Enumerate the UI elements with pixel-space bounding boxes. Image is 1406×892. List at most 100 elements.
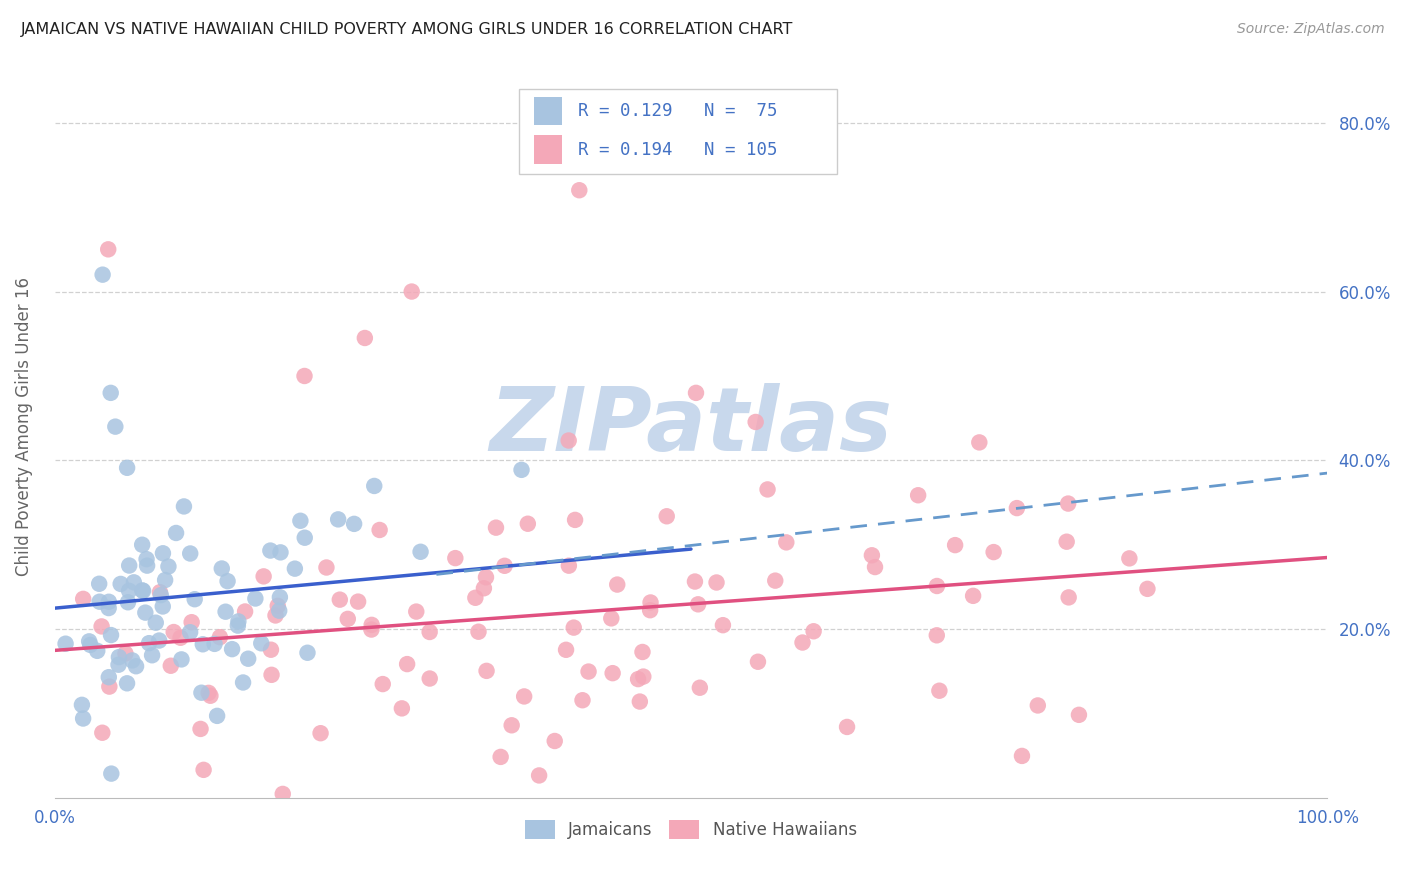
Point — [628, 695, 651, 709]
Point — [558, 558, 581, 573]
FancyBboxPatch shape — [534, 96, 562, 125]
Point — [180, 615, 202, 630]
FancyBboxPatch shape — [519, 88, 838, 174]
Point — [371, 677, 394, 691]
Point — [744, 415, 766, 429]
Point — [267, 599, 290, 613]
Point — [108, 650, 131, 665]
Point — [391, 701, 413, 715]
Point — [683, 574, 706, 589]
Point — [633, 669, 655, 683]
Point — [472, 581, 495, 595]
Point — [328, 512, 350, 526]
Point — [250, 636, 273, 650]
Point — [191, 637, 214, 651]
Point — [510, 463, 533, 477]
Point — [513, 690, 536, 704]
Point — [1026, 698, 1049, 713]
Point — [860, 549, 883, 563]
Point — [655, 509, 678, 524]
Point — [77, 634, 100, 648]
Point — [214, 605, 236, 619]
Text: JAMAICAN VS NATIVE HAWAIIAN CHILD POVERTY AMONG GIRLS UNDER 16 CORRELATION CHART: JAMAICAN VS NATIVE HAWAIIAN CHILD POVERT… — [21, 22, 793, 37]
FancyBboxPatch shape — [534, 136, 562, 163]
Point — [114, 647, 136, 661]
Point — [131, 538, 153, 552]
Point — [343, 516, 366, 531]
Text: Source: ZipAtlas.com: Source: ZipAtlas.com — [1237, 22, 1385, 37]
Point — [163, 625, 186, 640]
Point — [315, 560, 337, 574]
Point — [640, 595, 662, 609]
Point — [360, 623, 382, 637]
Point — [149, 585, 172, 599]
Point — [211, 561, 233, 575]
Point — [233, 605, 256, 619]
Point — [148, 633, 170, 648]
Point — [134, 606, 156, 620]
Point — [928, 683, 950, 698]
Point — [165, 526, 187, 541]
Point — [347, 594, 370, 608]
Point — [1067, 707, 1090, 722]
Point — [193, 763, 215, 777]
Point — [578, 665, 600, 679]
Point — [245, 591, 267, 606]
Point — [271, 787, 294, 801]
Point — [98, 680, 121, 694]
Point — [1011, 748, 1033, 763]
Point — [159, 658, 181, 673]
Point — [409, 545, 432, 559]
Point — [363, 479, 385, 493]
Point — [475, 570, 498, 584]
Point — [638, 603, 661, 617]
Point — [179, 547, 201, 561]
Legend: Jamaicans, Native Hawaiians: Jamaicans, Native Hawaiians — [519, 813, 863, 846]
Point — [464, 591, 486, 605]
Point — [205, 709, 228, 723]
Point — [190, 686, 212, 700]
Point — [1136, 582, 1159, 596]
Point — [152, 599, 174, 614]
Point — [360, 618, 382, 632]
Point — [1057, 497, 1080, 511]
Point — [401, 285, 423, 299]
Point — [907, 488, 929, 502]
Point — [100, 766, 122, 780]
Point — [118, 558, 141, 573]
Point — [90, 619, 112, 633]
Point — [685, 385, 707, 400]
Point — [79, 638, 101, 652]
Point — [925, 579, 948, 593]
Point — [711, 618, 734, 632]
Point — [353, 331, 375, 345]
Point — [969, 435, 991, 450]
Point — [485, 521, 508, 535]
Point — [183, 592, 205, 607]
Point — [600, 611, 623, 625]
Point — [368, 523, 391, 537]
Point — [396, 657, 419, 672]
Point — [571, 693, 593, 707]
Point — [221, 642, 243, 657]
Point — [269, 590, 291, 604]
Point — [962, 589, 984, 603]
Point — [110, 577, 132, 591]
Point — [226, 618, 249, 632]
Text: R = 0.194   N = 105: R = 0.194 N = 105 — [578, 141, 778, 159]
Point — [153, 573, 176, 587]
Point — [169, 631, 191, 645]
Point — [89, 576, 111, 591]
Point — [107, 657, 129, 672]
Point — [149, 588, 172, 602]
Point — [125, 659, 148, 673]
Point — [756, 483, 779, 497]
Point — [72, 712, 94, 726]
Point — [405, 605, 427, 619]
Point — [467, 624, 489, 639]
Point — [763, 574, 786, 588]
Point — [747, 655, 769, 669]
Point — [72, 591, 94, 606]
Y-axis label: Child Poverty Among Girls Under 16: Child Poverty Among Girls Under 16 — [15, 277, 32, 576]
Point — [238, 651, 260, 665]
